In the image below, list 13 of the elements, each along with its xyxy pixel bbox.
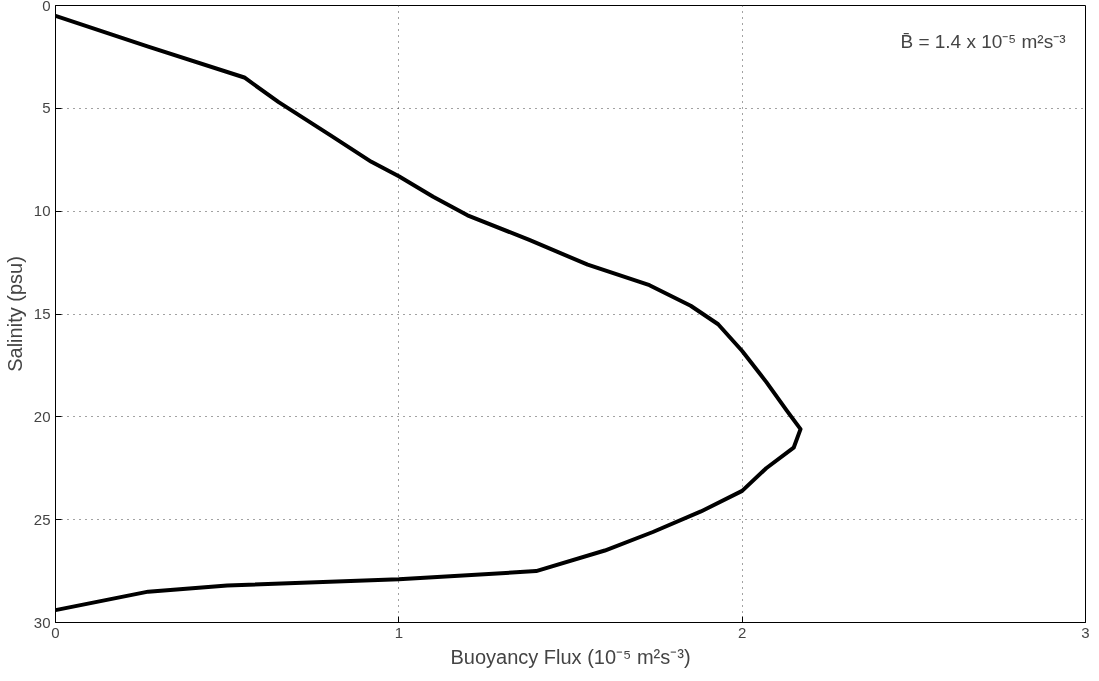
y-tick-label: 25: [33, 510, 51, 528]
y-tick-label: 10: [33, 202, 51, 220]
y-tick-label: 20: [33, 407, 51, 425]
y-tick-label: 15: [33, 305, 51, 322]
x-axis-title: Buoyancy Flux (10⁻⁵ m²s⁻³): [450, 645, 691, 668]
y-tick-label: 0: [42, 0, 51, 14]
y-tick-label: 30: [33, 613, 51, 631]
y-tick-label: 5: [42, 99, 51, 117]
x-tick-label: 3: [1081, 623, 1090, 641]
annotation: B̄ = 1.4 x 10⁻⁵ m²s⁻³: [900, 30, 1066, 52]
x-tick-label: 1: [394, 623, 404, 641]
y-axis-title: Salinity (psu): [3, 256, 26, 372]
x-tick-label: 2: [738, 623, 747, 641]
